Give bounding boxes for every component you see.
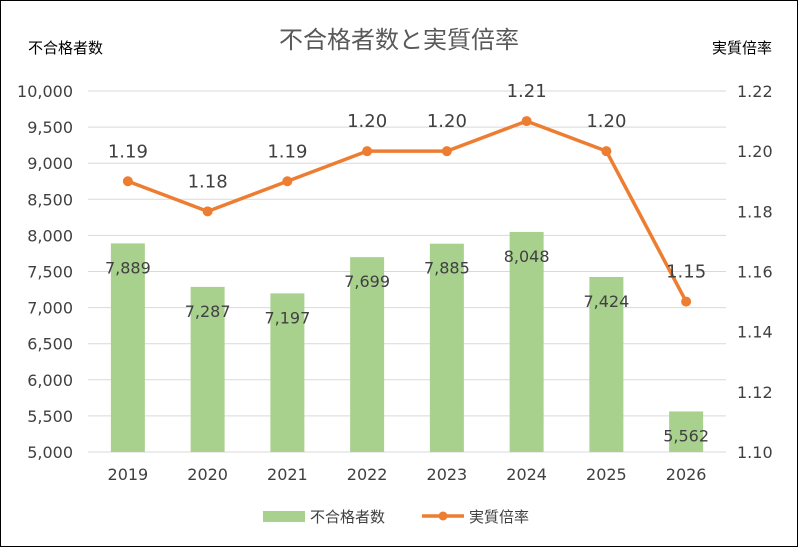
left-tick-label: 7,500 xyxy=(27,263,73,282)
x-tick-label: 2024 xyxy=(506,465,547,484)
right-tick-label: 1.22 xyxy=(737,82,773,101)
bar xyxy=(350,257,385,452)
line-data-labels: 1.19 1.18 1.19 1.20 1.20 1.21 1.20 1.15 xyxy=(108,81,706,283)
bar xyxy=(509,231,544,452)
bar-data-label: 7,889 xyxy=(105,258,151,277)
x-tick-label: 2020 xyxy=(187,465,228,484)
bar-data-label: 5,562 xyxy=(663,426,709,445)
left-tick-label: 10,000 xyxy=(17,82,73,101)
line-marker xyxy=(202,206,213,217)
right-tick-label: 1.12 xyxy=(737,383,773,402)
x-tick-label: 2019 xyxy=(108,465,149,484)
line-data-label: 1.20 xyxy=(586,111,626,132)
right-tick-label: 1.14 xyxy=(737,323,773,342)
right-axis-title: 実質倍率 xyxy=(712,39,772,57)
x-tick-label: 2022 xyxy=(347,465,388,484)
bar-data-label: 7,699 xyxy=(344,272,390,291)
line-marker xyxy=(441,146,452,157)
line-data-label: 1.21 xyxy=(507,81,547,102)
line-data-label: 1.19 xyxy=(108,141,148,162)
x-tick-label: 2026 xyxy=(666,465,707,484)
right-tick-label: 1.16 xyxy=(737,263,773,282)
right-tick-label: 1.10 xyxy=(737,443,773,462)
bar xyxy=(429,243,464,452)
line-marker xyxy=(601,146,612,157)
left-axis-ticks: 5,000 5,500 6,000 6,500 7,000 7,500 8,000 8,500… xyxy=(17,82,73,462)
gridlines xyxy=(88,90,726,453)
bar-data-label: 7,287 xyxy=(185,302,231,321)
bar-data-label: 8,048 xyxy=(504,247,550,266)
line-marker xyxy=(681,296,692,307)
left-tick-label: 5,000 xyxy=(27,443,73,462)
right-tick-label: 1.20 xyxy=(737,142,773,161)
line-marker xyxy=(521,116,532,127)
bar-data-labels: 7,889 7,287 7,197 7,699 7,885 8,048 7,424 5,562 xyxy=(105,247,709,445)
legend-swatch-marker xyxy=(438,511,448,521)
right-axis-ticks: 1.10 1.12 1.14 1.16 1.18 1.20 1.22 xyxy=(737,82,773,462)
bar xyxy=(589,276,624,452)
line-data-label: 1.20 xyxy=(427,111,467,132)
line-marker xyxy=(282,176,293,187)
left-tick-label: 8,500 xyxy=(27,190,73,209)
bar xyxy=(669,411,704,452)
left-tick-label: 7,000 xyxy=(27,299,73,318)
left-tick-label: 9,500 xyxy=(27,118,73,137)
line-data-label: 1.18 xyxy=(188,171,228,192)
left-axis-title: 不合格者数 xyxy=(28,39,103,57)
left-tick-label: 8,000 xyxy=(27,226,73,245)
left-tick-label: 5,500 xyxy=(27,407,73,426)
x-axis-ticks: 2019 2020 2021 2022 2023 2024 2025 2026 xyxy=(108,465,707,484)
left-tick-label: 6,000 xyxy=(27,371,73,390)
right-tick-label: 1.18 xyxy=(737,202,773,221)
legend-swatch-bar xyxy=(263,511,305,522)
bar-data-label: 7,885 xyxy=(424,259,470,278)
bar-data-label: 7,197 xyxy=(264,308,310,327)
x-tick-label: 2021 xyxy=(267,465,308,484)
bar xyxy=(270,293,305,452)
legend-label-line: 実質倍率 xyxy=(469,508,529,526)
bar-series xyxy=(110,231,704,452)
x-tick-label: 2023 xyxy=(427,465,468,484)
left-tick-label: 9,000 xyxy=(27,154,73,173)
line-series xyxy=(122,116,692,307)
legend: 不合格者数 実質倍率 xyxy=(263,508,529,526)
left-tick-label: 6,500 xyxy=(27,335,73,354)
line-marker xyxy=(362,146,373,157)
bar xyxy=(110,243,145,452)
line-marker xyxy=(122,176,133,187)
line-data-label: 1.20 xyxy=(347,111,387,132)
bar xyxy=(190,286,225,452)
x-tick-label: 2025 xyxy=(586,465,627,484)
bar-data-label: 7,424 xyxy=(583,292,629,311)
chart-title: 不合格者数と実質倍率 xyxy=(279,26,519,54)
rate-line xyxy=(127,119,688,303)
line-data-label: 1.19 xyxy=(267,141,307,162)
line-data-label: 1.15 xyxy=(666,262,706,283)
legend-label-bar: 不合格者数 xyxy=(310,508,385,526)
